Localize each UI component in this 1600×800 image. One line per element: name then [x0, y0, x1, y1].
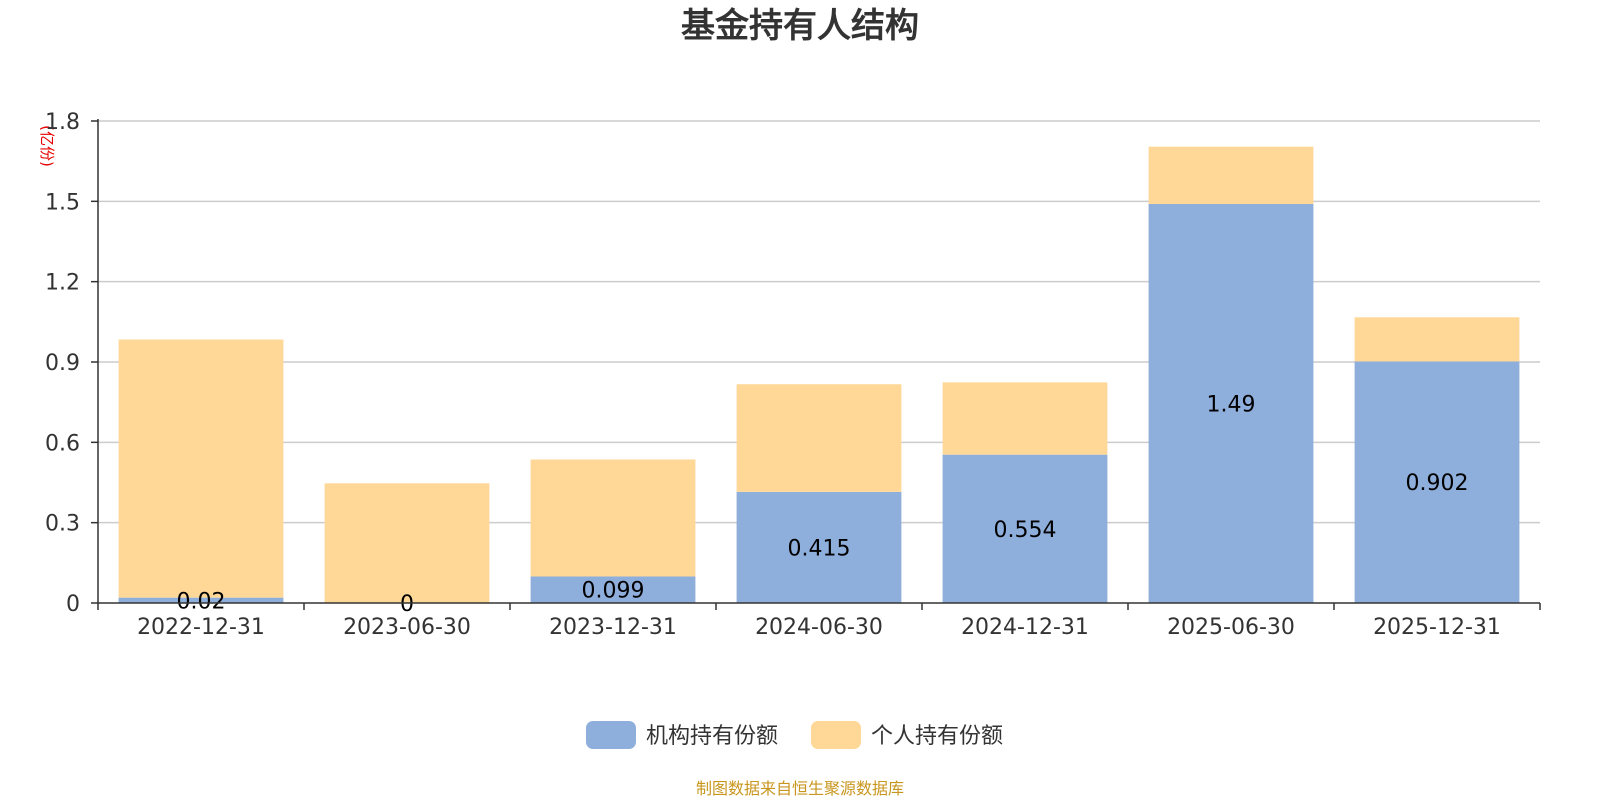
chart-title: 基金持有人结构 [681, 6, 919, 46]
legend-swatch [586, 721, 636, 749]
x-tick-label: 2023-12-31 [549, 615, 677, 640]
bars [118, 146, 1520, 603]
data-label: 0.02 [177, 589, 226, 614]
bar-individual [530, 459, 696, 577]
bar-individual [942, 382, 1108, 455]
bar-individual [736, 384, 902, 492]
y-tick-label: 1.2 [45, 271, 80, 296]
y-tick-label: 1.8 [45, 110, 80, 135]
legend-label: 机构持有份额 [646, 724, 778, 749]
legend-label: 个人持有份额 [871, 724, 1003, 749]
y-tick-label: 1.5 [45, 190, 80, 215]
y-tick-label: 0.3 [45, 512, 80, 537]
bar-institutional [736, 491, 902, 603]
y-axis-unit-label: (亿份) [38, 125, 56, 167]
data-label: 0.554 [994, 518, 1057, 543]
legend-swatch [811, 721, 861, 749]
y-tick-label: 0.9 [45, 351, 80, 376]
bar-institutional [1148, 204, 1314, 603]
legend: 机构持有份额 个人持有份额 [586, 721, 1003, 749]
bar-individual [1354, 317, 1520, 362]
source-note: 制图数据来自恒生聚源数据库 [696, 779, 904, 798]
data-label: 0.902 [1406, 471, 1469, 496]
x-tick-label: 2023-06-30 [343, 615, 471, 640]
bar-institutional [118, 597, 284, 603]
bar-institutional [942, 454, 1108, 603]
x-tick-label: 2024-12-31 [961, 615, 1089, 640]
data-label: 0.099 [582, 579, 645, 604]
data-label: 1.49 [1207, 393, 1256, 418]
data-label: 0 [400, 592, 414, 617]
bar-individual [1148, 146, 1314, 205]
x-tick-label: 2024-06-30 [755, 615, 883, 640]
x-tick-label: 2025-12-31 [1373, 615, 1501, 640]
y-tick-label: 0 [66, 592, 80, 617]
y-axis: 0 0.3 0.6 0.9 1.2 1.5 1.8 [45, 110, 99, 617]
x-tick-label: 2025-06-30 [1167, 615, 1295, 640]
data-label: 0.415 [788, 536, 851, 561]
bar-institutional [1354, 361, 1520, 603]
y-tick-label: 0.6 [45, 431, 80, 456]
bar-individual [118, 339, 284, 598]
bar-institutional [530, 576, 696, 603]
x-axis: 2022-12-31 2023-06-30 2023-12-31 2024-06-30… [97, 602, 1541, 640]
bar-individual [324, 483, 490, 603]
x-tick-label: 2022-12-31 [137, 615, 265, 640]
data-labels: 0.02 0 0.099 0.415 0.554 1.49 0.902 [177, 393, 1469, 617]
